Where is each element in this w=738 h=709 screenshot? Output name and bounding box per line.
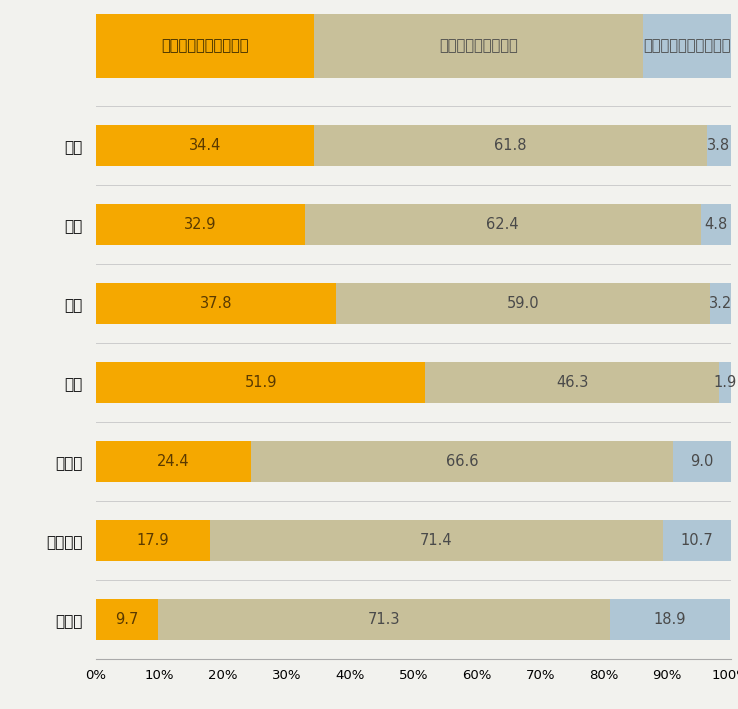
Bar: [314, 125, 706, 167]
Bar: [610, 599, 730, 640]
Bar: [96, 125, 314, 167]
Text: ＳＫＵ数を増やしたい: ＳＫＵ数を増やしたい: [162, 38, 249, 54]
Bar: [157, 599, 610, 640]
Text: 4.8: 4.8: [704, 218, 728, 233]
Bar: [674, 441, 731, 482]
Text: 24.4: 24.4: [157, 454, 190, 469]
Text: 61.8: 61.8: [494, 138, 527, 153]
Text: 59.0: 59.0: [507, 296, 539, 311]
Bar: [710, 284, 731, 325]
Text: 10.7: 10.7: [680, 533, 713, 548]
Bar: [425, 362, 720, 403]
Text: どちらともいえない: どちらともいえない: [439, 38, 518, 54]
Text: 66.6: 66.6: [446, 454, 478, 469]
Text: 62.4: 62.4: [486, 218, 519, 233]
Text: 51.9: 51.9: [244, 375, 277, 391]
Text: 3.8: 3.8: [707, 138, 730, 153]
Bar: [643, 14, 731, 78]
Text: 17.9: 17.9: [137, 533, 169, 548]
Text: 37.8: 37.8: [200, 296, 232, 311]
Text: 1.9: 1.9: [714, 375, 737, 391]
Bar: [96, 204, 305, 245]
Bar: [96, 362, 425, 403]
Bar: [336, 284, 710, 325]
Bar: [706, 125, 731, 167]
Text: 46.3: 46.3: [556, 375, 588, 391]
Text: 34.4: 34.4: [189, 138, 221, 153]
Bar: [701, 204, 731, 245]
Bar: [96, 14, 314, 78]
Text: ＳＫＵ数を減らしたい: ＳＫＵ数を減らしたい: [643, 38, 731, 54]
Text: 9.7: 9.7: [115, 613, 139, 627]
Bar: [720, 362, 731, 403]
Bar: [96, 284, 336, 325]
Text: 32.9: 32.9: [184, 218, 216, 233]
Bar: [96, 441, 251, 482]
Bar: [305, 204, 701, 245]
Bar: [210, 520, 663, 562]
Text: 71.3: 71.3: [368, 613, 400, 627]
Text: 9.0: 9.0: [690, 454, 714, 469]
Bar: [96, 520, 210, 562]
Text: 71.4: 71.4: [420, 533, 452, 548]
Bar: [251, 441, 674, 482]
Bar: [314, 14, 643, 78]
Text: 3.2: 3.2: [708, 296, 732, 311]
Bar: [663, 520, 731, 562]
Text: 18.9: 18.9: [654, 613, 686, 627]
Bar: [96, 599, 157, 640]
